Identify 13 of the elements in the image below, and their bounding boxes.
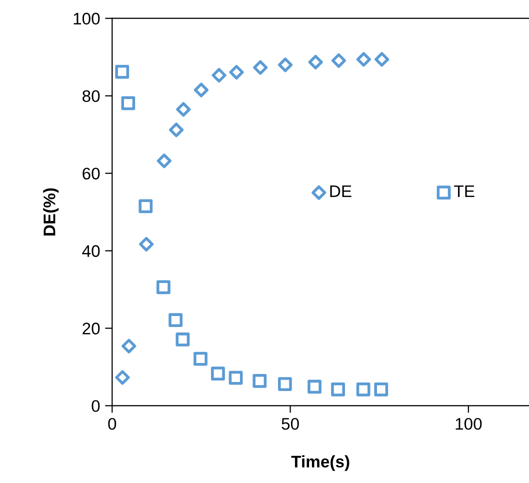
y-tick-label: 40 <box>82 245 100 257</box>
x-tick-label: 0 <box>108 418 116 430</box>
legend-label: TE <box>454 186 474 197</box>
legend-label: DE <box>330 186 352 197</box>
x-tick-label: 50 <box>282 418 299 430</box>
y-tick-label: 60 <box>82 168 100 180</box>
y-axis-title: DE(%) <box>43 188 59 236</box>
x-axis-title: Time(s) <box>291 455 350 471</box>
x-tick-label: 100 <box>456 418 482 430</box>
y-tick-label: 20 <box>82 322 100 334</box>
y-tick-label: 80 <box>82 90 100 102</box>
y-tick-label: 0 <box>92 400 100 412</box>
y-tick-label: 100 <box>74 12 100 25</box>
